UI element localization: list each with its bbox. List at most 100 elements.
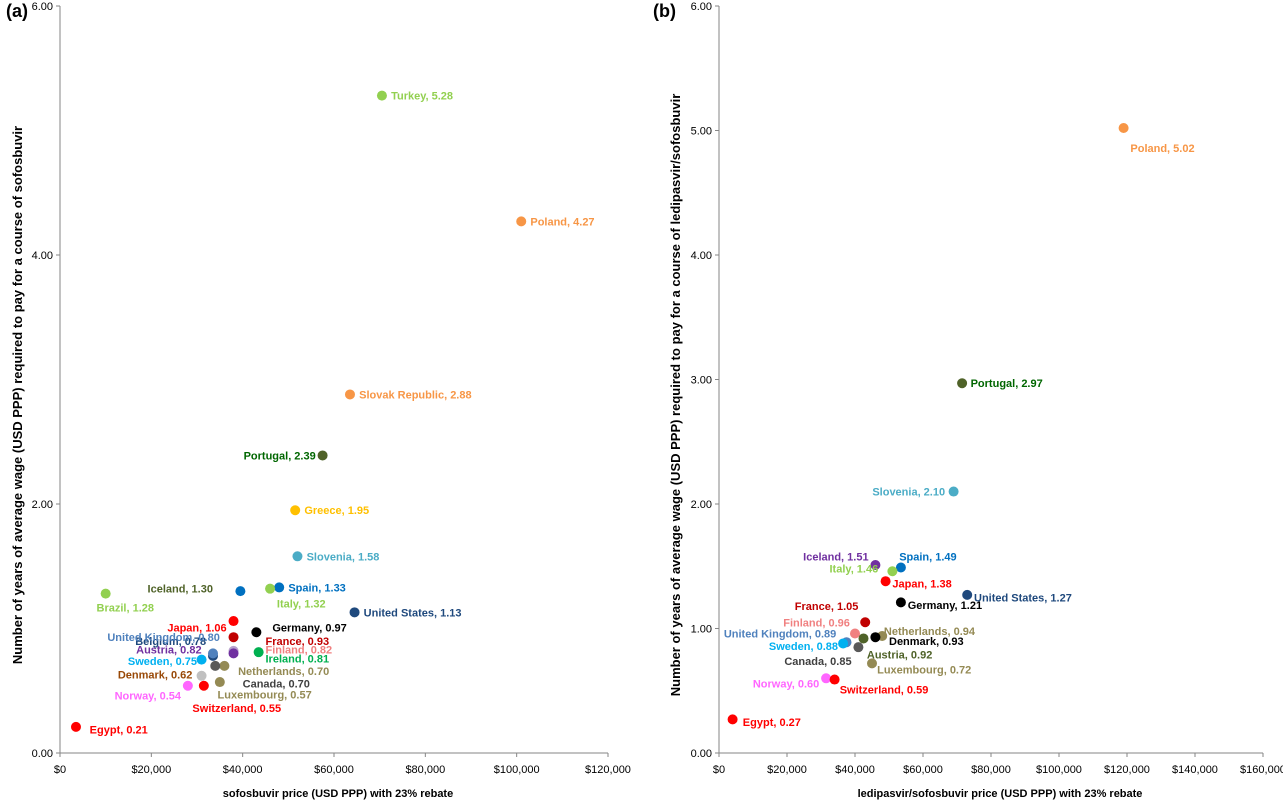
y-tick-label: 6.00: [32, 1, 53, 13]
data-point-label: Luxembourg, 0.57: [218, 689, 312, 701]
data-point: [235, 586, 246, 597]
data-point-label: Netherlands, 0.70: [238, 666, 329, 678]
data-point-label: Italy, 1.32: [277, 599, 326, 611]
data-point-label: Belgium, 0.78: [135, 636, 206, 648]
data-point: [860, 617, 871, 628]
y-tick-label: 4.00: [32, 250, 53, 262]
data-point-label: United Kingdom, 0.80: [107, 632, 219, 644]
data-point-label: Switzerland, 0.55: [192, 703, 281, 715]
data-point: [196, 670, 207, 681]
data-point: [251, 627, 262, 638]
data-point: [228, 616, 239, 627]
data-point-label: United Kingdom, 0.89: [724, 628, 836, 640]
x-tick-label: $40,000: [223, 764, 263, 776]
data-point: [858, 633, 869, 644]
data-point-label: France, 0.93: [266, 636, 330, 648]
data-point-label: Slovenia, 1.58: [307, 551, 380, 563]
data-point: [948, 486, 959, 497]
x-tick-label: $60,000: [903, 764, 943, 776]
data-point-label: Norway, 0.60: [753, 678, 819, 690]
y-tick-label: 6.00: [691, 1, 712, 13]
data-point-label: Japan, 1.38: [892, 579, 951, 591]
data-point-label: Slovenia, 2.10: [872, 487, 945, 499]
data-point: [219, 660, 230, 671]
data-point: [207, 648, 218, 659]
data-point: [292, 551, 303, 562]
x-tick-label: $160,000: [1240, 764, 1283, 776]
x-tick-label: $80,000: [405, 764, 445, 776]
data-point: [962, 589, 973, 600]
data-point: [1118, 123, 1129, 134]
x-tick-label: $60,000: [314, 764, 354, 776]
data-point: [265, 583, 276, 594]
data-point-label: Portugal, 2.39: [244, 450, 316, 462]
data-point-label: Turkey, 5.28: [391, 91, 453, 103]
y-tick-label: 2.00: [32, 499, 53, 511]
data-point-label: Sweden, 0.75: [128, 656, 197, 668]
data-point-label: Iceland, 1.51: [803, 551, 868, 563]
data-point: [274, 582, 285, 593]
data-point: [196, 654, 207, 665]
x-tick-label: $20,000: [131, 764, 171, 776]
data-point: [829, 674, 840, 685]
x-axis-title-b: ledipasvir/sofosbuvir price (USD PPP) wi…: [858, 788, 1143, 800]
data-point: [198, 680, 209, 691]
y-tick-label: 0.00: [32, 748, 53, 760]
data-point-label: United States, 1.27: [974, 592, 1072, 604]
data-point-label: Greece, 1.95: [304, 505, 369, 517]
data-point-label: Norway, 0.54: [115, 691, 182, 703]
data-point: [376, 90, 387, 101]
data-point: [850, 628, 860, 639]
data-point: [70, 721, 81, 732]
data-point: [727, 714, 738, 725]
data-point: [100, 588, 111, 599]
data-point-label: Finland, 0.96: [783, 617, 850, 629]
x-tick-label: $100,000: [1036, 764, 1082, 776]
x-tick-label: $120,000: [1104, 764, 1150, 776]
data-point: [870, 560, 881, 571]
data-point-label: Germany, 1.21: [908, 600, 982, 612]
x-tick-label: $40,000: [835, 764, 875, 776]
data-point-label: Denmark, 0.62: [118, 670, 193, 682]
data-point-label: Sweden, 0.88: [769, 641, 838, 653]
data-point-label: Poland, 4.27: [530, 216, 594, 228]
y-tick-label: 3.00: [691, 375, 712, 387]
data-point: [210, 660, 221, 671]
data-point: [182, 680, 193, 691]
data-point-label: Egypt, 0.21: [90, 724, 148, 736]
data-point: [895, 562, 906, 573]
data-point: [853, 642, 864, 653]
data-point-label: Denmark, 0.93: [889, 636, 964, 648]
data-point: [887, 566, 898, 577]
x-tick-label: $120,000: [585, 764, 631, 776]
y-tick-label: 5.00: [691, 126, 712, 138]
panel-b: (b) Number of years of average wage (USD…: [653, 1, 1283, 800]
x-tick-label: $100,000: [494, 764, 540, 776]
data-point-label: Japan, 1.06: [167, 622, 226, 634]
panel-a: (a) Number of years of average wage (USD…: [6, 1, 631, 800]
data-point: [516, 216, 527, 227]
data-point-label: Netherlands, 0.94: [884, 626, 976, 638]
data-point: [228, 648, 239, 659]
data-point-label: Italy, 1.46: [830, 564, 879, 576]
data-point: [867, 658, 877, 669]
data-point: [895, 597, 906, 608]
data-point-label: Portugal, 2.97: [971, 378, 1043, 390]
x-tick-label: $140,000: [1172, 764, 1218, 776]
data-point-label: Spain, 1.49: [899, 551, 956, 563]
y-tick-label: 1.00: [691, 624, 712, 636]
data-point-label: Austria, 0.92: [867, 650, 932, 662]
data-point-label: Ireland, 0.81: [266, 653, 330, 665]
data-point: [344, 389, 355, 400]
data-point: [228, 632, 239, 643]
panel-label-a: (a): [6, 1, 28, 21]
data-point-label: Slovak Republic, 2.88: [359, 389, 472, 401]
x-tick-label: $0: [713, 764, 725, 776]
data-point-label: Brazil, 1.28: [97, 602, 154, 614]
x-tick-label: $0: [54, 764, 66, 776]
data-point-label: Germany, 0.97: [272, 622, 346, 634]
data-point: [870, 632, 881, 643]
data-point: [290, 505, 301, 516]
y-tick-label: 0.00: [691, 748, 712, 760]
data-point-label: Luxembourg, 0.72: [877, 665, 971, 677]
